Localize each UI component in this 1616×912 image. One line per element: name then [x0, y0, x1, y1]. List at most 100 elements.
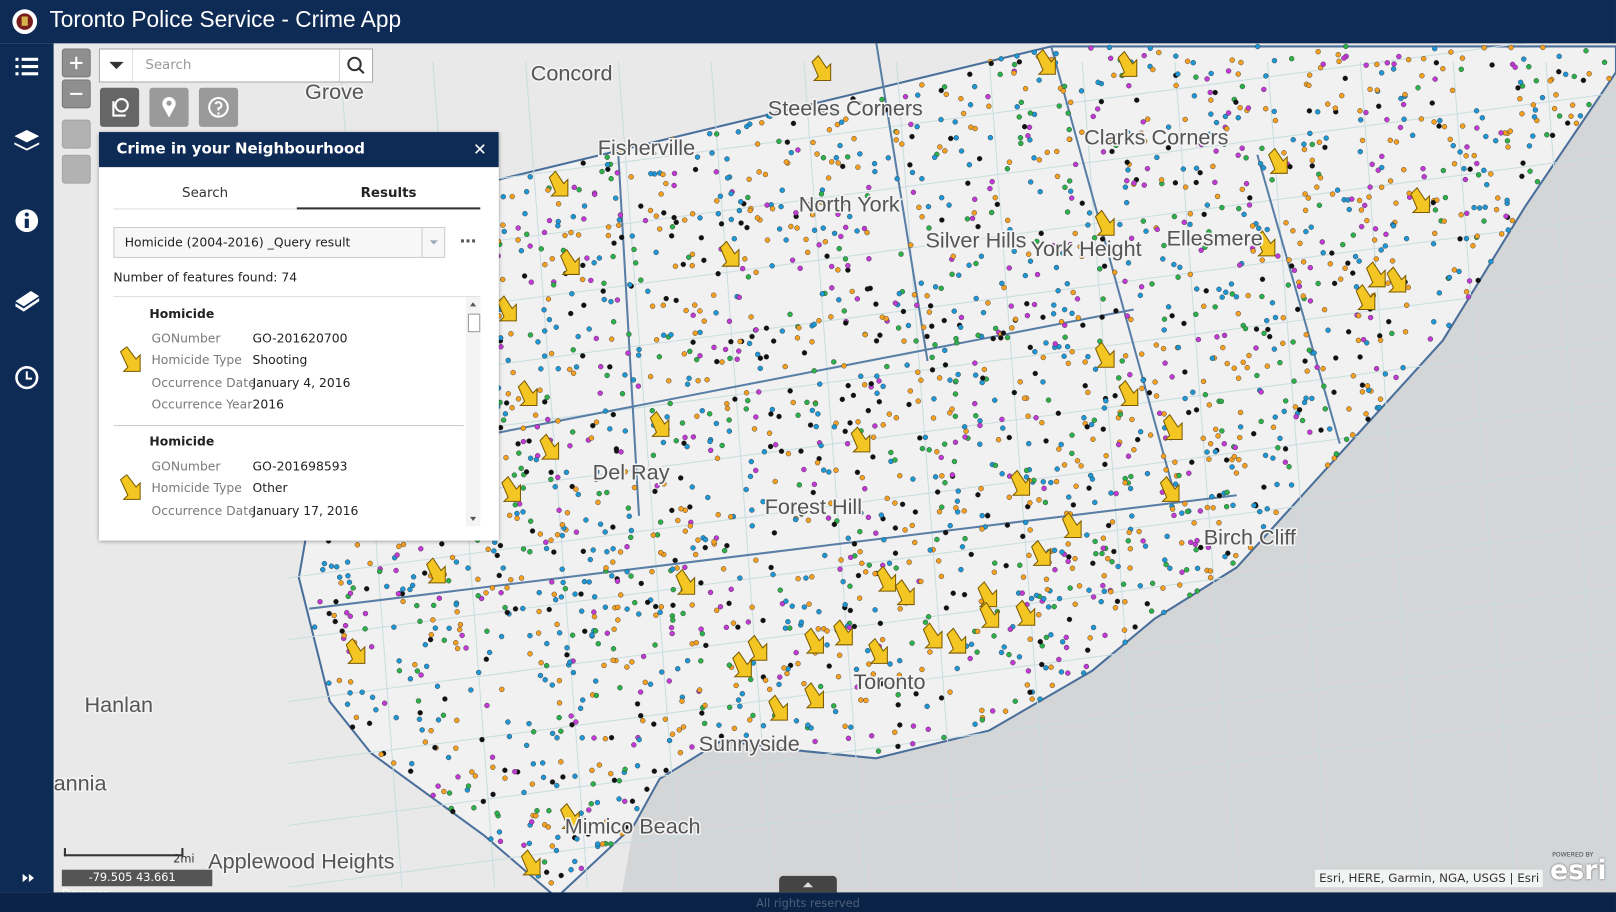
crime-point	[1173, 53, 1179, 59]
result-item[interactable]: Homicide GONumber GO-201698593 Homicide Typ…	[113, 425, 465, 526]
crime-point	[650, 452, 657, 459]
crime-point	[999, 416, 1005, 423]
crime-point	[1223, 457, 1230, 463]
locate-button[interactable]	[61, 154, 91, 184]
crime-point	[1219, 294, 1225, 300]
crime-point	[502, 604, 508, 611]
help-tool[interactable]	[198, 87, 239, 127]
crime-point	[1532, 107, 1539, 113]
book-icon[interactable]	[15, 290, 40, 312]
crime-point	[962, 535, 968, 542]
close-button[interactable]: ✕	[473, 139, 487, 159]
home-button[interactable]	[61, 119, 91, 149]
crime-point	[1307, 429, 1313, 435]
crime-point	[1183, 567, 1190, 573]
crime-point	[835, 674, 842, 680]
crime-point	[989, 708, 996, 714]
crime-point	[1079, 129, 1085, 135]
crime-point	[785, 450, 792, 457]
crime-point	[465, 783, 472, 789]
crime-point	[1142, 138, 1148, 144]
crime-point	[1583, 48, 1589, 54]
crime-point	[1056, 595, 1063, 602]
tab-search[interactable]: Search	[182, 185, 229, 202]
result-item[interactable]: Homicide GONumber GO-201620700 Homicide Typ…	[113, 297, 465, 425]
crime-point	[829, 285, 835, 291]
crime-point	[1068, 99, 1074, 106]
feature-count: Number of features found: 74	[113, 270, 298, 285]
crime-point	[873, 338, 880, 344]
crime-point	[1034, 238, 1040, 245]
zoom-out[interactable]	[61, 79, 91, 109]
layer-select[interactable]: Homicide (2004-2016) _Query result	[113, 226, 446, 258]
info-icon[interactable]	[15, 209, 39, 233]
crime-point	[816, 242, 822, 248]
crime-point	[1350, 373, 1357, 379]
crime-point	[1519, 173, 1525, 179]
more-button[interactable]: ⋯	[459, 231, 477, 251]
tab-results[interactable]: Results	[360, 185, 417, 202]
crime-point	[1302, 358, 1308, 364]
query-tool[interactable]	[99, 87, 140, 127]
crime-point	[1143, 228, 1149, 234]
crime-point	[1571, 73, 1577, 80]
search-box[interactable]: Search	[98, 48, 374, 83]
crime-point	[1322, 144, 1328, 151]
crime-point	[690, 339, 696, 345]
crime-point	[795, 575, 801, 582]
crime-point	[504, 609, 510, 616]
crime-point	[987, 185, 993, 192]
crime-point	[1138, 284, 1145, 290]
list-icon[interactable]	[15, 57, 39, 76]
crime-point	[981, 366, 988, 373]
crime-point	[1373, 256, 1379, 262]
crime-point	[979, 707, 985, 714]
crime-point	[1092, 366, 1099, 372]
crime-point	[545, 824, 551, 830]
crime-point	[1320, 61, 1326, 67]
crime-point	[602, 408, 609, 414]
crime-point	[1269, 177, 1275, 183]
crime-point	[1098, 98, 1105, 105]
crime-point	[1315, 49, 1321, 55]
crime-point	[972, 721, 978, 727]
crime-point	[783, 159, 790, 165]
crime-point	[816, 317, 822, 324]
crime-point	[1198, 141, 1205, 148]
homicide-marker	[1061, 511, 1082, 539]
crime-point	[1045, 604, 1052, 610]
crime-point	[1065, 558, 1071, 565]
crime-point	[656, 354, 663, 360]
field-label: Occurrence Date	[151, 503, 256, 518]
crime-point	[836, 297, 842, 303]
crime-point	[1066, 616, 1073, 623]
crime-point	[901, 338, 907, 344]
crime-point	[1011, 389, 1017, 396]
scrollbar[interactable]	[465, 297, 481, 527]
crime-point	[698, 626, 704, 632]
crime-point	[1072, 230, 1078, 237]
logo	[12, 9, 38, 35]
crime-point	[947, 377, 953, 383]
layers-icon[interactable]	[14, 129, 40, 151]
crime-point	[1179, 510, 1185, 516]
panel-toggle[interactable]	[779, 875, 837, 893]
road	[803, 61, 867, 888]
zoom-in[interactable]	[61, 48, 91, 78]
crime-point	[489, 754, 496, 760]
crime-point	[927, 649, 933, 655]
crime-point	[1056, 103, 1062, 109]
expand-icon[interactable]	[22, 873, 35, 883]
crime-point	[1215, 433, 1221, 439]
crime-point	[618, 449, 624, 455]
crime-point	[866, 256, 872, 262]
crime-point	[527, 549, 533, 555]
road	[1545, 61, 1609, 888]
crime-point	[896, 290, 902, 297]
crime-point	[483, 590, 489, 596]
location-tool[interactable]	[149, 87, 189, 127]
history-icon[interactable]	[15, 365, 39, 390]
crime-point	[714, 455, 721, 461]
crime-point	[838, 119, 845, 125]
